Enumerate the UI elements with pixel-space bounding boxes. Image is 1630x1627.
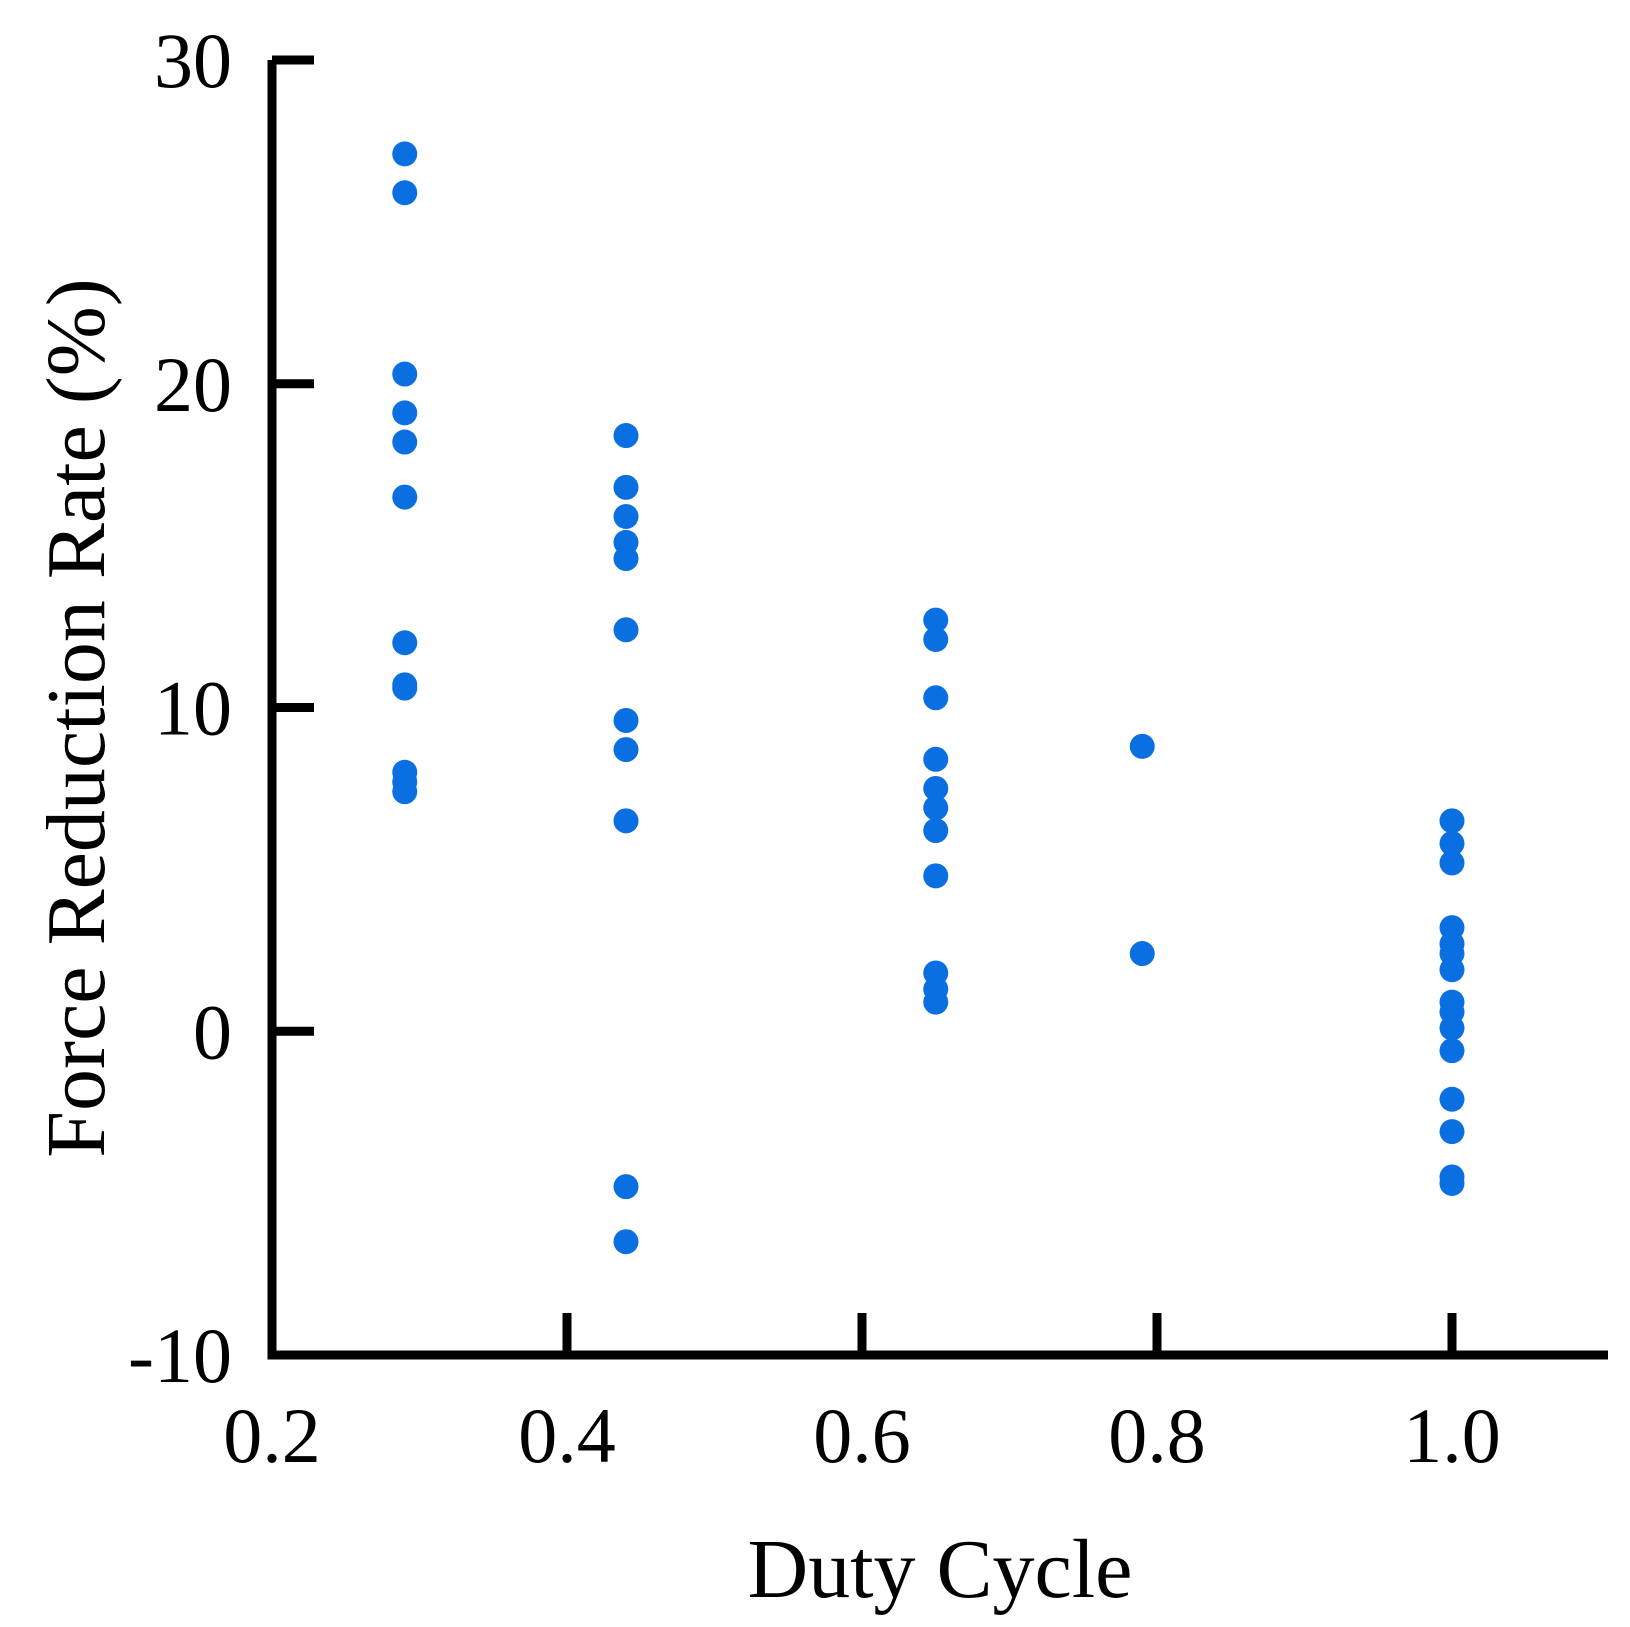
data-point: [613, 1229, 639, 1255]
data-point: [392, 630, 418, 656]
y-tick-label: 20: [154, 341, 232, 428]
data-point: [923, 627, 949, 653]
data-point: [613, 1174, 639, 1200]
x-tick-label: 0.8: [1108, 1392, 1206, 1479]
data-point: [1439, 1119, 1465, 1145]
data-point: [392, 429, 418, 455]
data-point: [613, 423, 639, 449]
ticks: -10 0 10 20 30 0.2 0.4 0.6 0.8 1.0: [128, 17, 1501, 1479]
data-point: [1439, 1038, 1465, 1064]
data-point: [923, 863, 949, 889]
data-point: [1129, 733, 1155, 759]
data-point: [923, 795, 949, 821]
data-point: [613, 503, 639, 529]
y-tick-label: 10: [154, 665, 232, 752]
x-tick-label: 1.0: [1403, 1392, 1501, 1479]
x-tick-label: 0.6: [813, 1392, 911, 1479]
data-point: [392, 484, 418, 510]
data-point: [923, 607, 949, 633]
data-point: [1439, 1015, 1465, 1041]
data-point: [613, 474, 639, 500]
data-points: [392, 141, 1465, 1255]
y-axis-title: Force Reduction Rate (%): [30, 278, 123, 1157]
y-tick-label: 0: [193, 988, 232, 1075]
data-point: [392, 180, 418, 206]
y-tick-label: 30: [154, 17, 232, 104]
data-point: [923, 746, 949, 772]
data-point: [1439, 830, 1465, 856]
data-point: [392, 779, 418, 805]
data-point: [613, 737, 639, 763]
data-point: [392, 141, 418, 167]
data-point: [392, 361, 418, 387]
data-point: [613, 546, 639, 572]
data-point: [613, 617, 639, 643]
data-point: [1439, 1086, 1465, 1112]
data-point: [1439, 850, 1465, 876]
data-point: [613, 707, 639, 733]
data-point: [923, 989, 949, 1015]
y-tick-label: -10: [128, 1312, 232, 1399]
data-point: [923, 775, 949, 801]
x-tick-label: 0.2: [223, 1392, 321, 1479]
x-tick-label: 0.4: [518, 1392, 616, 1479]
data-point: [1439, 1170, 1465, 1196]
data-point: [923, 685, 949, 711]
data-point: [613, 808, 639, 834]
x-axis-title: Duty Cycle: [748, 1523, 1133, 1616]
data-point: [1439, 957, 1465, 983]
data-point: [1439, 808, 1465, 834]
data-point: [392, 400, 418, 426]
data-point: [392, 675, 418, 701]
data-point: [923, 818, 949, 844]
data-point: [1129, 941, 1155, 967]
